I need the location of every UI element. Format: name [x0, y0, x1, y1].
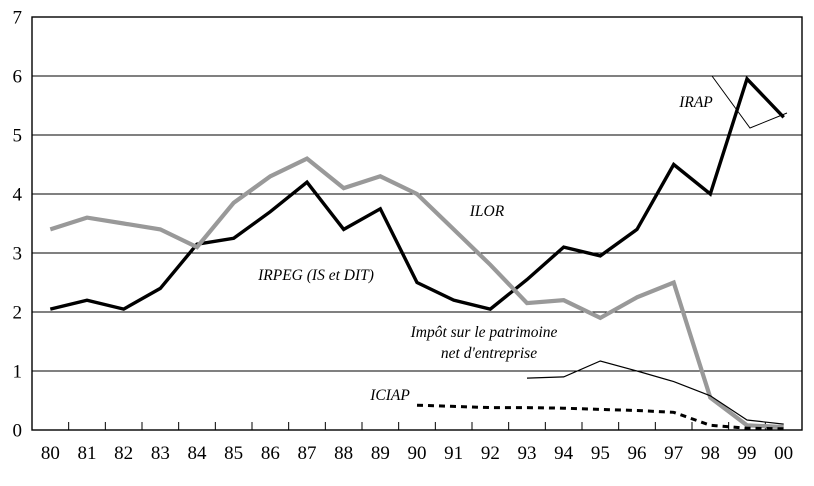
y-axis-label: 4 — [13, 185, 23, 206]
series-label-impot-patrimoine-line1: Impôt sur le patrimoine — [410, 324, 558, 341]
y-axis-label: 2 — [13, 303, 23, 324]
x-axis-label: 83 — [151, 443, 170, 464]
x-axis-label: 89 — [371, 443, 390, 464]
x-axis-label: 86 — [261, 443, 280, 464]
x-axis-label: 00 — [774, 443, 793, 464]
x-axis-label: 94 — [554, 443, 574, 464]
x-axis-label: 87 — [298, 443, 317, 464]
x-axis-label: 85 — [224, 443, 243, 464]
x-axis-label: 97 — [664, 443, 683, 464]
y-axis-label: 7 — [13, 8, 23, 29]
x-axis-label: 92 — [481, 443, 500, 464]
x-axis-label: 81 — [78, 443, 97, 464]
irap-callout-line — [711, 75, 788, 129]
series-label-irpeg: IRPEG (IS et DIT) — [257, 267, 374, 284]
x-axis-label: 96 — [628, 443, 647, 464]
y-axis-label: 5 — [13, 126, 23, 147]
x-axis-label: 98 — [701, 443, 720, 464]
series-label-iciap: ICIAP — [369, 387, 410, 404]
x-axis-label: 91 — [444, 443, 463, 464]
x-axis-label: 99 — [738, 443, 757, 464]
series-label-irap: IRAP — [678, 94, 713, 111]
y-axis-label: 6 — [13, 67, 23, 88]
x-axis-label: 93 — [518, 443, 537, 464]
x-axis-label: 90 — [408, 443, 427, 464]
x-axis-label: 95 — [591, 443, 610, 464]
plot-border — [31, 16, 803, 431]
series-line-irpeg-irap — [49, 75, 785, 311]
series-line-ilor — [49, 156, 784, 430]
x-axis-label: 80 — [41, 443, 60, 464]
x-axis-label: 84 — [188, 443, 208, 464]
y-axis-label: 3 — [13, 244, 23, 265]
series-line-impot-patrimoine — [526, 360, 784, 425]
y-axis-label: 0 — [13, 421, 23, 442]
series-label-impot-patrimoine-line2: net d'entreprise — [441, 345, 537, 362]
y-axis-label: 1 — [13, 362, 23, 383]
series-label-ilor: ILOR — [469, 203, 505, 220]
x-axis-label: 82 — [114, 443, 133, 464]
x-axis-label: 88 — [334, 443, 353, 464]
